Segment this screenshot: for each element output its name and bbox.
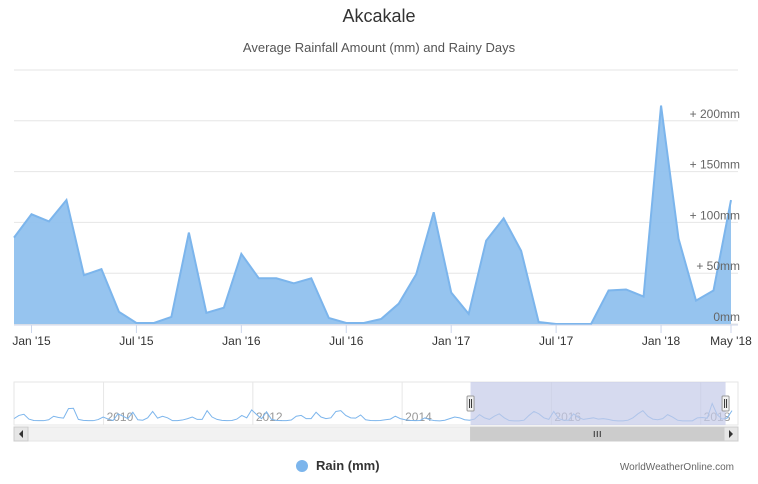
legend-symbol [296, 459, 308, 472]
chart-title: Akcakale [342, 6, 416, 26]
x-axis: Jan '15 Jul '15 Jan '16 Jul '16 Jan '17 Jul '… [12, 324, 752, 348]
chevron-left-icon [19, 430, 23, 438]
x-tick-label: Jan '16 [222, 334, 261, 348]
x-tick-label: May '18 [710, 334, 752, 348]
navigator[interactable]: 20102012201420162018 [13, 381, 739, 426]
x-tick-label: Jul '17 [539, 334, 574, 348]
y-tick-label: + 200mm [690, 107, 740, 121]
navigator-tick-label: 2014 [405, 410, 432, 424]
navigator-handle-left[interactable] [466, 395, 475, 412]
series-line [13, 105, 732, 325]
gridlines [14, 69, 738, 325]
x-tick-label: Jan '17 [432, 334, 471, 348]
x-tick-label: Jan '15 [12, 334, 51, 348]
chevron-right-icon [729, 430, 733, 438]
navigator-handle-right[interactable] [721, 395, 730, 412]
series-rain [13, 105, 732, 325]
credit-link[interactable]: WorldWeatherOnline.com [619, 462, 734, 473]
navigator-selected-range [470, 382, 726, 425]
legend-label: Rain (mm) [316, 458, 380, 473]
scrollbar[interactable] [13, 426, 739, 442]
series-area [14, 105, 731, 324]
legend-item-rain[interactable]: Rain (mm) [296, 458, 380, 473]
x-tick-label: Jan '18 [642, 334, 681, 348]
y-tick-label: + 50mm [696, 259, 740, 273]
y-tick-label: + 150mm [690, 158, 740, 172]
y-tick-label: + 100mm [690, 208, 740, 222]
x-tick-label: Jul '16 [329, 334, 364, 348]
chart-subtitle: Average Rainfall Amount (mm) and Rainy D… [242, 40, 516, 55]
y-tick-label: 0mm [713, 310, 740, 324]
x-tick-label: Jul '15 [119, 334, 154, 348]
y-axis: 0mm + 50mm + 100mm + 150mm + 200mm [690, 107, 740, 324]
